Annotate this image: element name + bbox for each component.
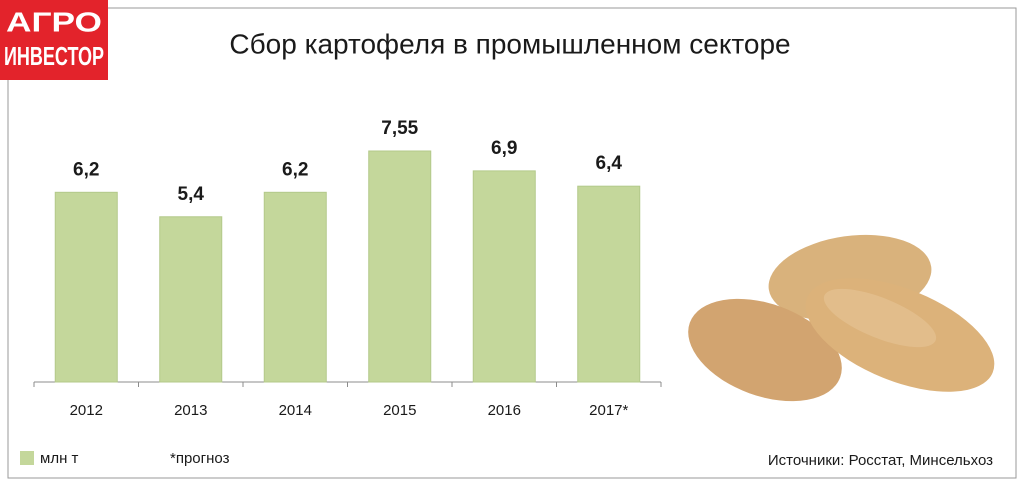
value-label: 6,4	[596, 153, 623, 174]
bar	[54, 191, 118, 383]
x-tick-label: 2015	[383, 402, 416, 419]
value-label: 7,55	[381, 118, 418, 139]
x-tick-label: 2014	[279, 402, 312, 419]
value-label: 6,9	[491, 138, 517, 159]
value-label: 6,2	[282, 159, 308, 180]
logo-bottom: ИНВЕСТОР	[4, 41, 104, 71]
potatoes	[688, 234, 995, 402]
value-label: 5,4	[178, 184, 205, 205]
potato	[688, 298, 842, 402]
note: *прогноз	[170, 450, 230, 467]
x-tick-label: 2016	[488, 402, 521, 419]
value-label: 6,2	[73, 159, 99, 180]
bar	[472, 170, 536, 383]
legend-label: млн т	[40, 450, 79, 467]
x-tick-label: 2013	[174, 402, 207, 419]
x-tick-label: 2012	[70, 402, 103, 419]
bar	[368, 150, 432, 383]
source: Источники: Росстат, Минсельхоз	[768, 452, 993, 469]
logo-top: АГРО	[6, 6, 102, 37]
x-tick-label: 2017*	[589, 402, 628, 419]
bar	[263, 191, 327, 383]
logo-box	[0, 0, 108, 80]
logo: АГРО ИНВЕСТОР	[0, 0, 108, 80]
bar	[577, 185, 641, 383]
legend-swatch	[20, 451, 34, 465]
bar	[159, 216, 223, 383]
chart-title: Сбор картофеля в промышленном секторе	[229, 28, 790, 59]
potato-highlight	[823, 288, 937, 348]
